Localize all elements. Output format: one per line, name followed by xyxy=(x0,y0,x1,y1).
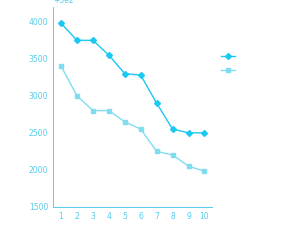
Legend: , : , xyxy=(221,52,236,74)
